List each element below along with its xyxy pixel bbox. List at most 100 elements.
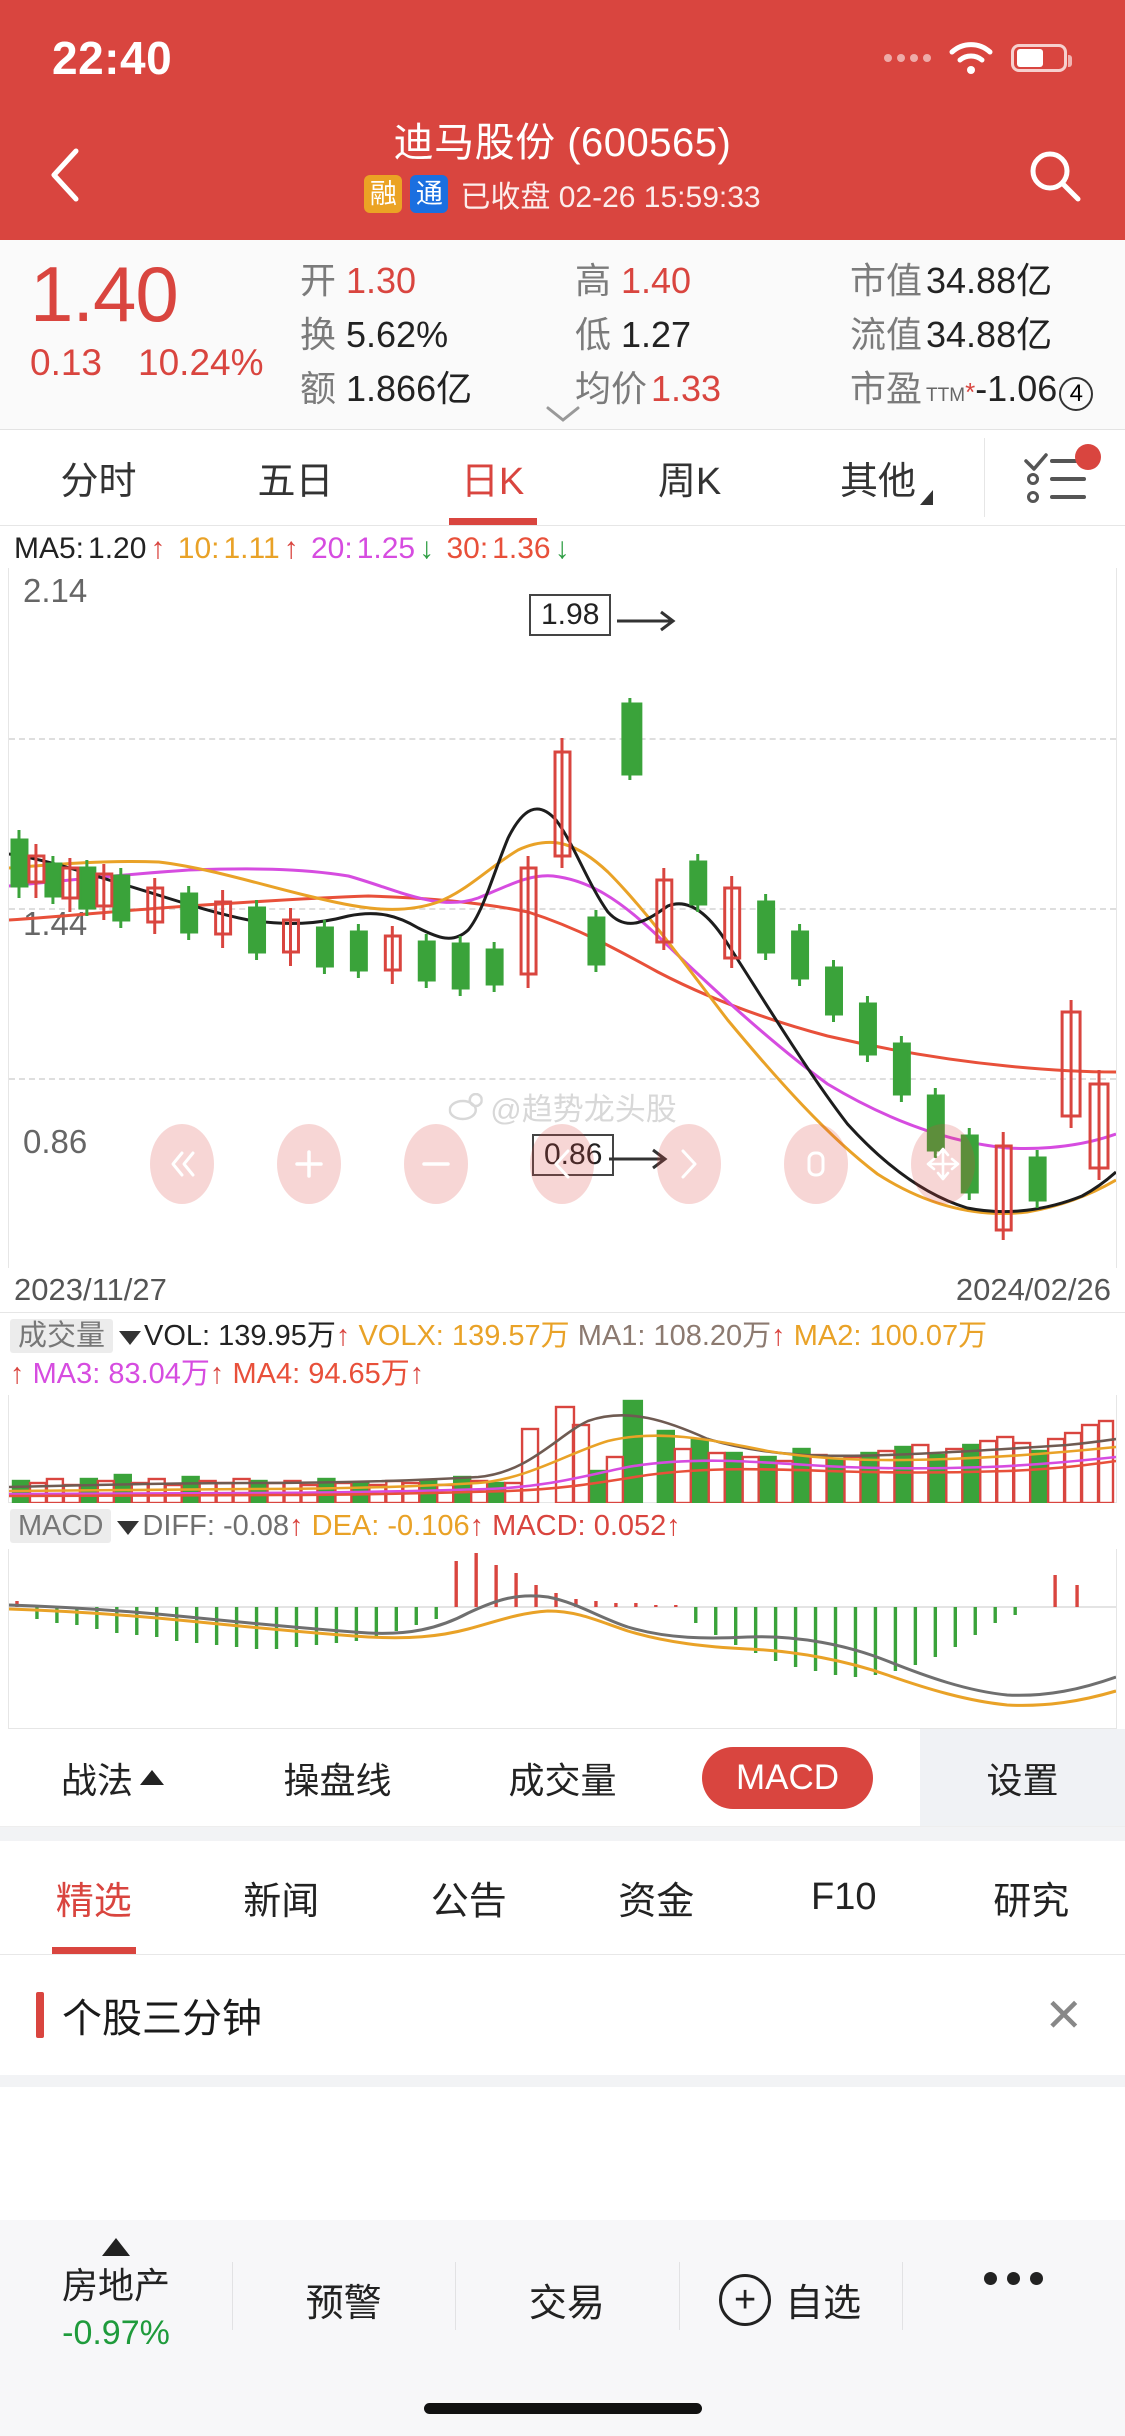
field-label: 低 — [575, 314, 612, 355]
ma5-arrow: ↑ — [150, 532, 166, 565]
market-status: 已收盘 02-26 15:59:33 — [460, 181, 761, 214]
app-header: 迪马股份 (600565) 融 通 已收盘 02-26 15:59:33 — [0, 116, 1125, 326]
chart-period-tabs[interactable]: 分时 五日 日K 周K 其他 — [0, 430, 1125, 526]
chevron-down-icon[interactable] — [543, 402, 583, 431]
more-button[interactable] — [901, 2220, 1125, 2330]
ma20-arrow: ↓ — [419, 532, 435, 565]
high-price-marker: 1.98 — [529, 594, 612, 636]
list-settings-icon[interactable] — [985, 430, 1125, 525]
field-value: 1.40 — [621, 260, 692, 301]
add-watchlist-button[interactable]: + 自选 — [678, 2220, 902, 2330]
quote-col-open: 开 1.30 换 5.62% 额 1.866亿 — [300, 254, 575, 416]
ma20-label: 20: — [311, 532, 353, 565]
bottom-action-bar[interactable]: 房地产 -0.97% 预警 交易 + 自选 — [0, 2220, 1125, 2436]
x-axis-start: 2023/11/27 — [14, 1272, 167, 1307]
page-title: 迪马股份 (600565) — [393, 121, 732, 165]
header-center: 迪马股份 (600565) 融 通 已收盘 02-26 15:59:33 — [0, 116, 1125, 216]
three-minute-card[interactable]: 个股三分钟 ✕ — [0, 1955, 1125, 2075]
tab-other[interactable]: 其他 — [788, 430, 985, 525]
volx-label: VOLX: — [358, 1320, 444, 1352]
search-icon[interactable] — [1017, 138, 1093, 214]
ma10-arrow: ↑ — [283, 532, 299, 565]
trade-button[interactable]: 交易 — [455, 2220, 678, 2330]
tab-five-day[interactable]: 五日 — [197, 430, 394, 525]
candlestick-svg — [9, 698, 1116, 1240]
close-icon[interactable]: ✕ — [1044, 1989, 1083, 2041]
triangle-down-icon[interactable] — [117, 1521, 140, 1535]
volume-legend[interactable]: 成交量 VOL: 139.95万↑ VOLX: 139.57万 MA1: 108.… — [0, 1313, 1125, 1395]
alert-button[interactable]: 预警 — [232, 2220, 455, 2330]
tab-label: 新闻 — [243, 1881, 320, 1923]
macd-value: 0.052 — [593, 1510, 667, 1542]
card-title: 个股三分钟 — [62, 1997, 262, 2041]
indicator-label: MACD — [701, 1746, 874, 1809]
vma1-label: MA1: — [577, 1320, 646, 1352]
last-price: 1.40 — [30, 250, 179, 338]
indicator-selector[interactable]: 战法 操盘线 成交量 MACD ZLJC 设置 — [0, 1729, 1125, 1827]
watchlist-label: 自选 — [785, 2283, 862, 2325]
zoom-in-icon[interactable] — [277, 1124, 342, 1204]
ma5-value: 1.20 — [88, 532, 147, 565]
sector-info[interactable]: 房地产 -0.97% — [0, 2220, 232, 2356]
tab-label: F10 — [811, 1876, 877, 1918]
tab-minute[interactable]: 分时 — [0, 430, 197, 525]
y-axis-mid: 1.44 — [23, 905, 88, 942]
field-value: 1.33 — [651, 368, 722, 409]
move-arrows-icon[interactable] — [910, 1124, 975, 1204]
tab-research[interactable]: 研究 — [938, 1841, 1125, 1954]
indicator-caopanxian[interactable]: 操盘线 — [225, 1752, 450, 1804]
tab-news[interactable]: 新闻 — [188, 1841, 376, 1954]
indicator-macd[interactable]: MACD — [675, 1746, 900, 1809]
macd-legend[interactable]: MACD DIFF: -0.08↑ DEA: -0.106↑ MACD: 0.05… — [0, 1503, 1125, 1549]
indicator-label: 成交量 — [508, 1759, 617, 1801]
tab-label: 五日 — [257, 461, 334, 503]
section-divider — [0, 2075, 1125, 2087]
quote-col-cap: 市值 34.88亿 流值 34.88亿 市盈 TTM * -1.06 4 — [850, 254, 1125, 423]
indicator-volume[interactable]: 成交量 — [450, 1752, 675, 1804]
macd-chart[interactable] — [8, 1549, 1117, 1729]
double-chevron-left-icon[interactable] — [150, 1124, 215, 1204]
tab-announcements[interactable]: 公告 — [375, 1841, 563, 1954]
tab-f10[interactable]: F10 — [750, 1841, 938, 1954]
battery-icon — [1011, 44, 1072, 72]
price-block: 1.40 0.13 10.24% — [0, 254, 300, 384]
sector-change-pct: -0.97% — [62, 2314, 170, 2352]
tab-funds[interactable]: 资金 — [563, 1841, 751, 1954]
divider — [984, 438, 985, 517]
vma1-arrow: ↑ — [771, 1320, 786, 1352]
field-label: 市盈 — [850, 368, 923, 409]
back-chevron-icon[interactable] — [30, 140, 100, 210]
x-axis-end: 2024/02/26 — [955, 1272, 1111, 1307]
section-divider — [0, 1827, 1125, 1841]
triangle-down-icon[interactable] — [119, 1331, 142, 1345]
zoom-out-icon[interactable] — [403, 1124, 468, 1204]
settings-button[interactable]: 设置 — [920, 1729, 1125, 1826]
pe-star-icon: * — [965, 377, 976, 407]
y-axis-min: 0.86 — [23, 1123, 88, 1160]
chevron-left-icon[interactable] — [530, 1124, 595, 1204]
dea-value: -0.106 — [387, 1510, 470, 1542]
notification-dot — [1075, 444, 1101, 470]
price-chart[interactable]: 2.14 1.44 0.86 — [8, 568, 1117, 1268]
ma20-value: 1.25 — [356, 532, 416, 565]
content-tabs[interactable]: 精选 新闻 公告 资金 F10 研究 — [0, 1841, 1125, 1955]
status-bar: 22:40 — [0, 0, 1125, 116]
alert-label: 预警 — [305, 2283, 382, 2325]
field-value: -1.06 — [975, 368, 1058, 409]
tab-label: 公告 — [430, 1881, 507, 1923]
diff-label: DIFF: — [142, 1510, 215, 1542]
tab-weekly-k[interactable]: 周K — [591, 430, 788, 525]
indicator-zhanfa[interactable]: 战法 — [0, 1752, 225, 1804]
caret-up-icon — [140, 1770, 164, 1785]
crosshair-icon[interactable] — [783, 1124, 848, 1204]
status-time: 22:40 — [52, 32, 173, 84]
tab-featured[interactable]: 精选 — [0, 1841, 188, 1954]
tab-label: 其他 — [839, 461, 916, 503]
vma3-value: 83.04万 — [108, 1358, 210, 1390]
chart-controls[interactable] — [9, 1124, 1116, 1204]
vol-value: 139.95万 — [218, 1320, 336, 1352]
volume-chart[interactable] — [8, 1395, 1117, 1505]
chevron-right-icon[interactable] — [657, 1124, 722, 1204]
tab-daily-k[interactable]: 日K — [394, 430, 591, 525]
